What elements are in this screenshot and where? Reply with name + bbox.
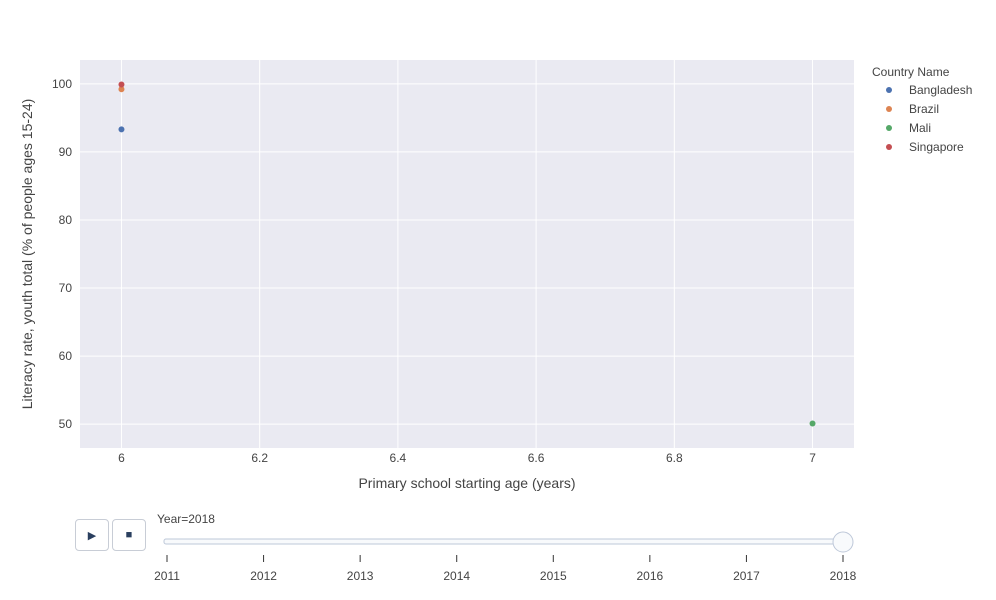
slider-step-label[interactable]: 2015: [540, 569, 567, 583]
play-button[interactable]: ▶: [75, 519, 109, 551]
slider-step-label[interactable]: 2012: [250, 569, 277, 583]
slider-handle[interactable]: [832, 531, 854, 553]
data-point-brazil[interactable]: [118, 86, 125, 93]
legend-label-bangladesh[interactable]: Bangladesh: [909, 83, 972, 97]
data-point-mali[interactable]: [809, 420, 816, 427]
x-axis-title: Primary school starting age (years): [358, 475, 575, 491]
x-axis-ticks: 6 6.2 6.4 6.6 6.8 7: [118, 451, 816, 465]
legend[interactable]: Bangladesh Brazil Mali Singapore: [886, 83, 972, 154]
legend-marker-singapore: [886, 144, 892, 150]
x-tick-label: 6.4: [390, 451, 407, 465]
y-tick-label: 100: [52, 77, 72, 91]
legend-marker-mali: [886, 125, 892, 131]
data-point-singapore[interactable]: [118, 81, 125, 88]
legend-title: Country Name: [872, 65, 950, 79]
plot-background: [80, 60, 854, 448]
y-tick-label: 80: [59, 213, 73, 227]
x-tick-label: 6: [118, 451, 125, 465]
legend-marker-bangladesh: [886, 87, 892, 93]
legend-label-singapore[interactable]: Singapore: [909, 140, 964, 154]
x-tick-label: 6.2: [251, 451, 268, 465]
slider-step-label[interactable]: 2014: [443, 569, 470, 583]
legend-marker-brazil: [886, 106, 892, 112]
slider-step-label[interactable]: 2016: [637, 569, 664, 583]
slider-ticks: 2011 2012 2013 2014 2015 2016 2017 2018: [154, 555, 857, 583]
slider-rail[interactable]: [163, 538, 849, 545]
y-tick-label: 70: [59, 281, 73, 295]
x-tick-label: 6.8: [666, 451, 683, 465]
x-tick-label: 6.6: [528, 451, 545, 465]
stop-icon: ■: [125, 529, 133, 541]
y-axis-ticks: 50 60 70 80 90 100: [52, 77, 72, 431]
data-points: [118, 81, 816, 427]
x-tick-label: 7: [809, 451, 816, 465]
y-tick-label: 60: [59, 349, 73, 363]
slider-step-label[interactable]: 2017: [733, 569, 760, 583]
play-icon: ▶: [87, 529, 97, 542]
data-point-bangladesh[interactable]: [118, 126, 125, 133]
y-axis-title: Literacy rate, youth total (% of people …: [19, 99, 35, 410]
slider-step-label[interactable]: 2011: [154, 569, 180, 583]
y-tick-label: 50: [59, 417, 73, 431]
y-tick-label: 90: [59, 145, 73, 159]
grid-lines: [80, 60, 854, 448]
slider-current-value-label: Year=2018: [157, 512, 215, 526]
slider-step-label[interactable]: 2018: [830, 569, 857, 583]
slider-step-label[interactable]: 2013: [347, 569, 374, 583]
legend-label-brazil[interactable]: Brazil: [909, 102, 939, 116]
stop-button[interactable]: ■: [112, 519, 146, 551]
legend-label-mali[interactable]: Mali: [909, 121, 931, 135]
